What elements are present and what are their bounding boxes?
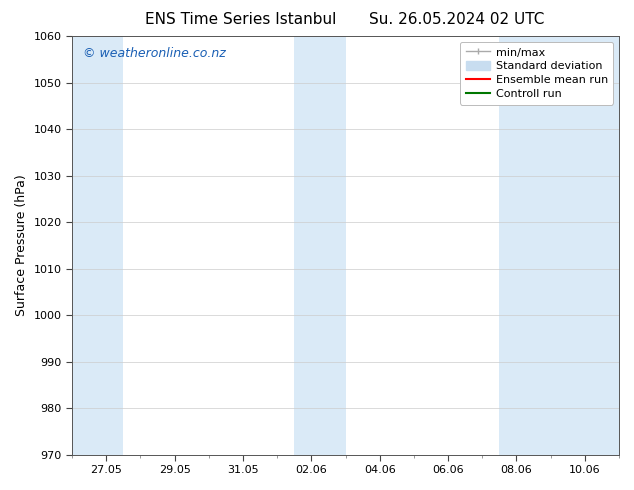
Bar	[500, 36, 619, 455]
Y-axis label: Surface Pressure (hPa): Surface Pressure (hPa)	[15, 174, 28, 316]
Bar	[72, 36, 124, 455]
Bar	[294, 36, 346, 455]
Text: ENS Time Series Istanbul: ENS Time Series Istanbul	[145, 12, 337, 27]
Text: © weatheronline.co.nz: © weatheronline.co.nz	[83, 47, 226, 60]
Text: Su. 26.05.2024 02 UTC: Su. 26.05.2024 02 UTC	[369, 12, 544, 27]
Legend: min/max, Standard deviation, Ensemble mean run, Controll run: min/max, Standard deviation, Ensemble me…	[460, 42, 614, 104]
